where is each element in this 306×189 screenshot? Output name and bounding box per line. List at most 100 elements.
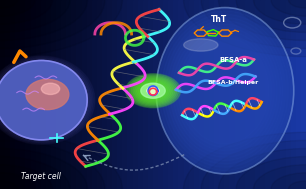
Bar [41, 0, 47, 189]
Bar [301, 0, 306, 189]
Bar [10, 0, 16, 189]
Bar [66, 0, 72, 189]
Text: BFSA-a: BFSA-a [219, 57, 247, 63]
Bar [174, 0, 179, 189]
Bar [138, 0, 144, 189]
Ellipse shape [254, 0, 306, 24]
Bar [260, 0, 266, 189]
Bar [107, 0, 113, 189]
Circle shape [141, 83, 165, 98]
Bar [199, 0, 205, 189]
Bar [102, 0, 108, 189]
Ellipse shape [236, 0, 306, 32]
Bar [128, 0, 133, 189]
Bar [143, 0, 148, 189]
Bar [92, 0, 98, 189]
Bar [255, 0, 261, 189]
Bar [158, 0, 164, 189]
Ellipse shape [173, 28, 277, 154]
Circle shape [147, 87, 159, 94]
Bar [240, 0, 245, 189]
Ellipse shape [236, 157, 306, 189]
Bar [56, 0, 62, 189]
Ellipse shape [254, 165, 306, 189]
Circle shape [129, 76, 177, 105]
Ellipse shape [0, 0, 105, 49]
Text: Target cell: Target cell [21, 172, 61, 181]
Bar [153, 0, 159, 189]
Ellipse shape [184, 0, 306, 57]
Ellipse shape [0, 149, 88, 189]
Ellipse shape [0, 165, 52, 189]
Ellipse shape [289, 0, 306, 8]
Ellipse shape [170, 24, 280, 157]
Bar [5, 0, 11, 189]
Ellipse shape [175, 31, 274, 151]
Circle shape [136, 81, 170, 101]
Ellipse shape [164, 18, 285, 164]
Bar [224, 0, 230, 189]
Ellipse shape [167, 21, 283, 161]
Bar [209, 0, 215, 189]
Bar [163, 0, 169, 189]
Circle shape [142, 84, 164, 98]
Bar [132, 0, 138, 189]
Bar [184, 0, 189, 189]
Ellipse shape [289, 181, 306, 189]
Bar [97, 0, 103, 189]
Ellipse shape [184, 132, 306, 189]
Ellipse shape [0, 0, 52, 24]
Bar [291, 0, 297, 189]
Bar [296, 0, 301, 189]
Ellipse shape [218, 149, 306, 189]
Ellipse shape [0, 0, 122, 57]
Bar [189, 0, 194, 189]
Circle shape [131, 77, 175, 104]
Bar [265, 0, 271, 189]
Ellipse shape [0, 173, 35, 189]
Ellipse shape [0, 132, 122, 189]
Circle shape [140, 83, 166, 99]
Ellipse shape [178, 34, 272, 147]
Ellipse shape [201, 0, 306, 49]
Ellipse shape [201, 140, 306, 189]
Bar [36, 0, 41, 189]
Bar [82, 0, 87, 189]
Bar [0, 0, 6, 189]
Bar [46, 0, 52, 189]
Bar [214, 0, 220, 189]
Ellipse shape [0, 0, 17, 8]
Bar [285, 0, 291, 189]
Bar [235, 0, 240, 189]
Ellipse shape [41, 83, 60, 94]
Text: BFSA-b/Helper: BFSA-b/Helper [207, 80, 259, 85]
Circle shape [127, 75, 179, 107]
Ellipse shape [0, 60, 87, 140]
Ellipse shape [0, 0, 70, 32]
Bar [51, 0, 57, 189]
Bar [15, 0, 21, 189]
Ellipse shape [218, 0, 306, 40]
Bar [245, 0, 251, 189]
Bar [168, 0, 174, 189]
Bar [230, 0, 235, 189]
Circle shape [138, 82, 168, 100]
Ellipse shape [159, 11, 291, 170]
Bar [148, 0, 154, 189]
Text: ThT: ThT [211, 15, 228, 24]
Circle shape [133, 78, 173, 103]
Ellipse shape [0, 157, 70, 189]
Ellipse shape [271, 173, 306, 189]
Ellipse shape [0, 0, 35, 16]
Bar [270, 0, 276, 189]
Bar [219, 0, 225, 189]
Ellipse shape [0, 0, 88, 40]
Bar [117, 0, 123, 189]
Ellipse shape [271, 0, 306, 16]
Ellipse shape [26, 79, 69, 110]
Bar [71, 0, 77, 189]
Bar [281, 0, 286, 189]
Bar [112, 0, 118, 189]
Ellipse shape [181, 37, 269, 144]
Bar [25, 0, 31, 189]
